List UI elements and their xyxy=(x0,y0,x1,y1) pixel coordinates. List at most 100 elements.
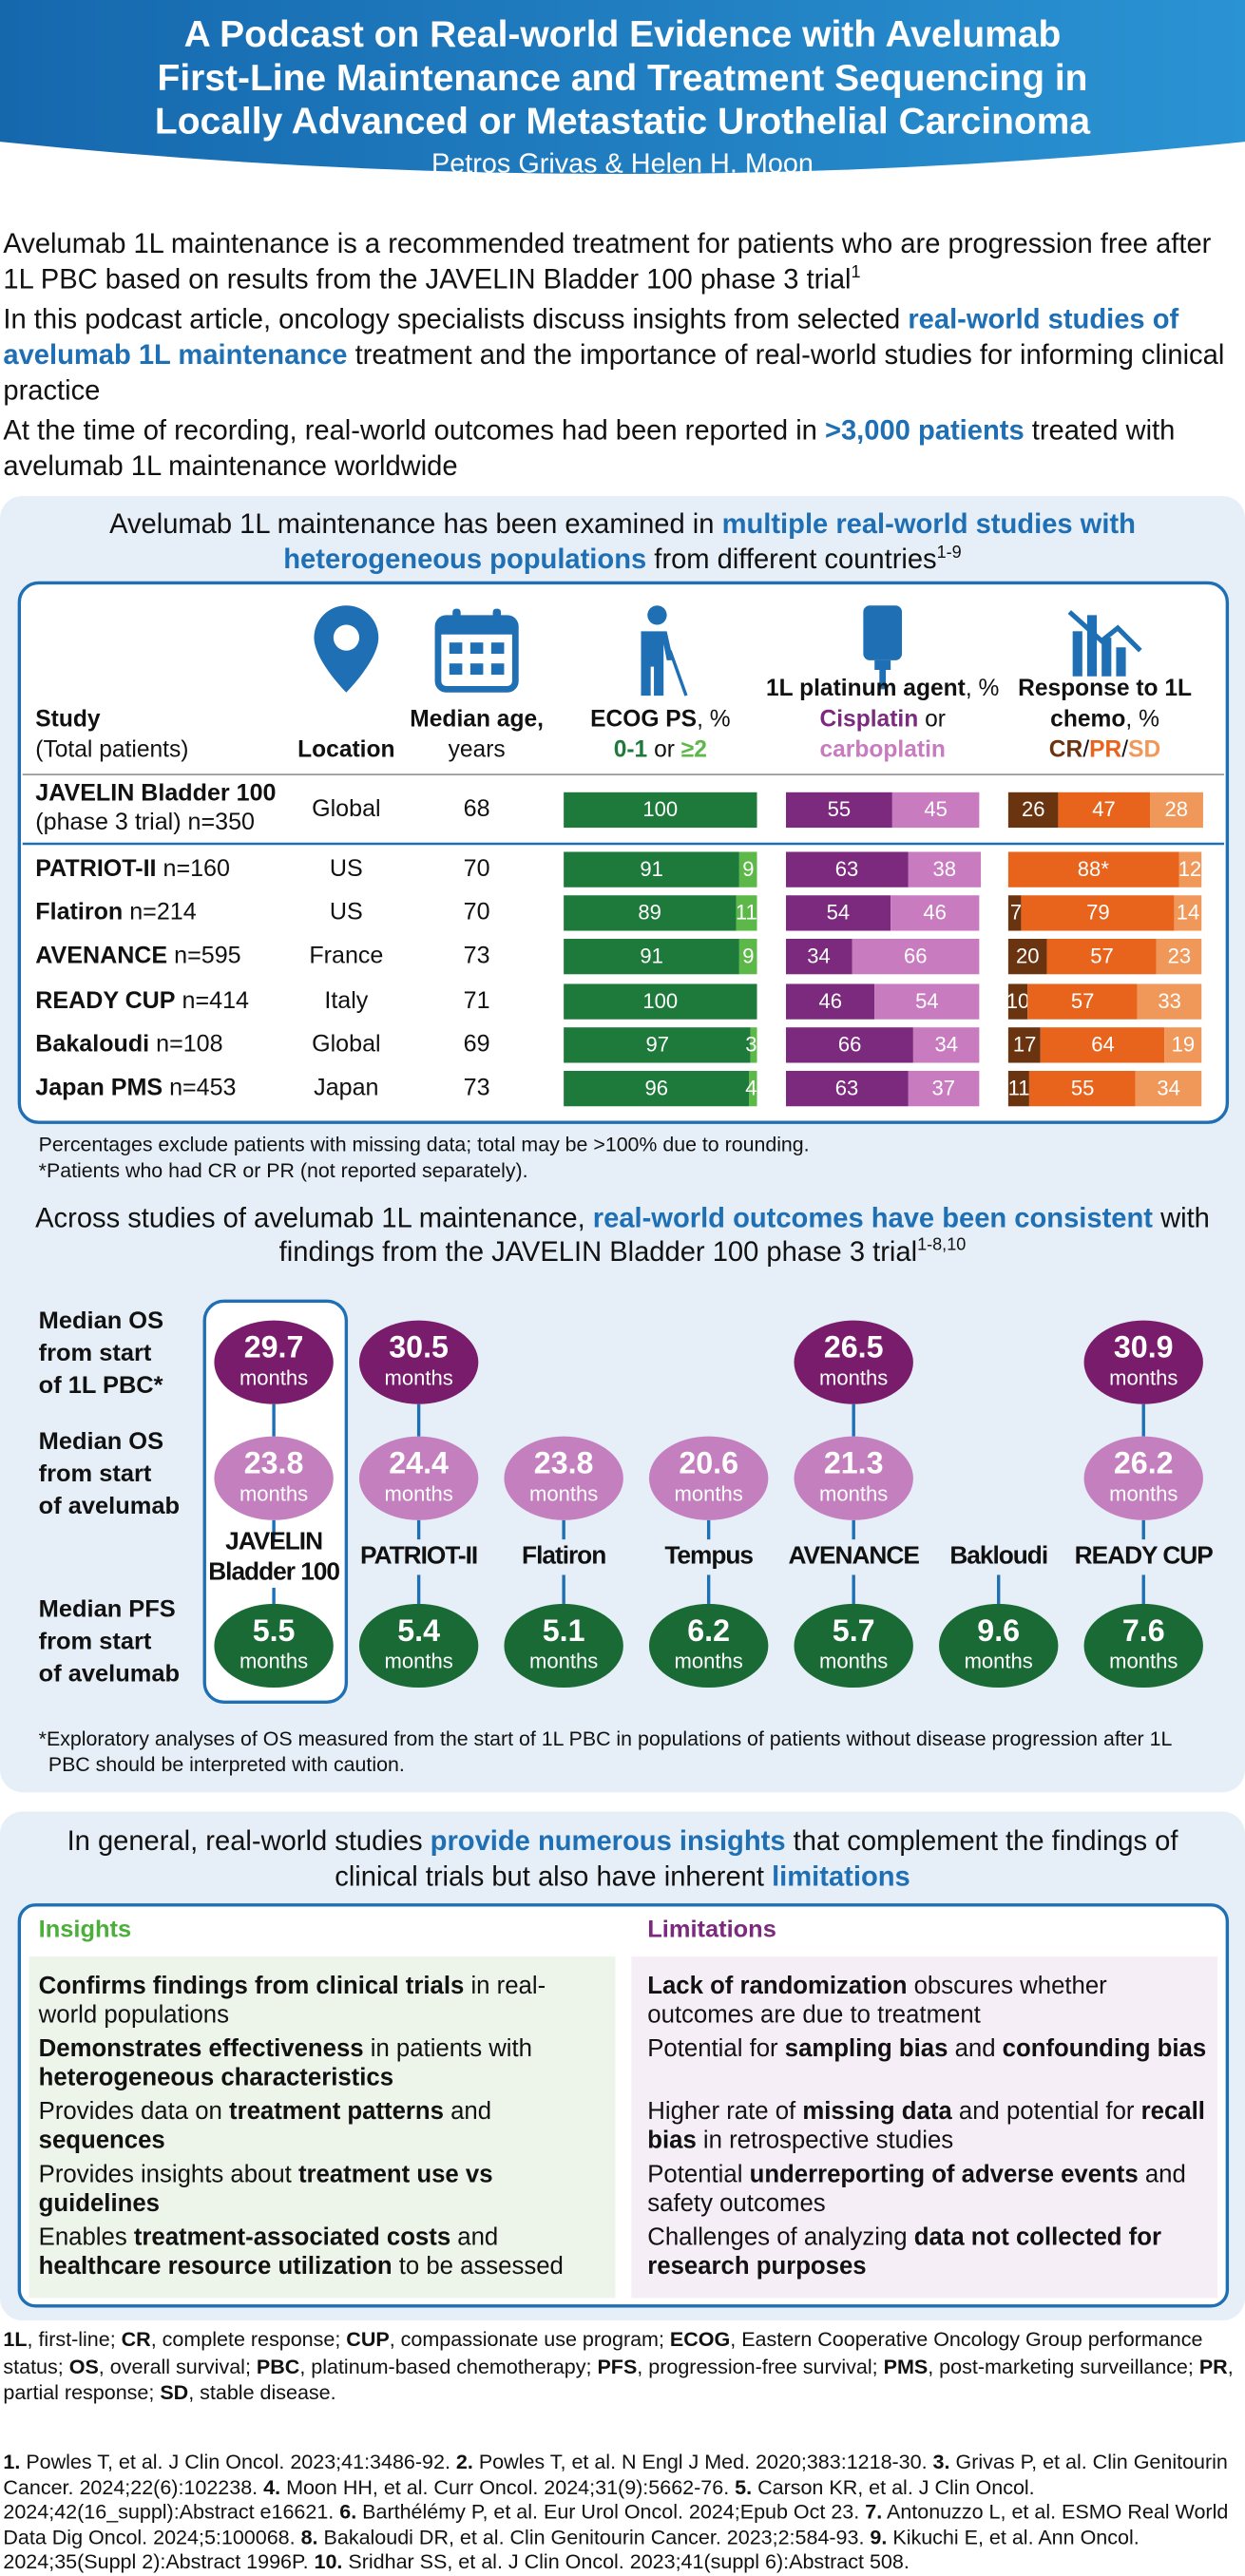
bar-label: 34 xyxy=(807,944,831,969)
footnote: *Exploratory analyses of OS measured fro… xyxy=(38,1727,1172,1777)
bar-segment xyxy=(564,851,740,887)
text-run: , % xyxy=(697,706,731,734)
text-run: PR xyxy=(1198,2355,1228,2378)
text-run: 3. xyxy=(932,2451,950,2474)
outcome-unit: months xyxy=(384,1365,453,1390)
outcome-value: 29.7 xyxy=(243,1331,304,1366)
outcome-unit: months xyxy=(239,1481,309,1506)
row-label: from start xyxy=(38,1628,152,1656)
study-name: Bakaloudi xyxy=(35,1031,150,1059)
study-name: PATRIOT-II xyxy=(360,1542,478,1571)
bar-segment xyxy=(564,1070,750,1107)
bar-segment xyxy=(1174,895,1202,931)
median-age: 73 xyxy=(463,944,490,970)
connector xyxy=(997,1574,1001,1604)
connector xyxy=(272,1403,276,1437)
outcome-value: 21.3 xyxy=(823,1447,884,1482)
connector xyxy=(272,1587,276,1604)
text-run: Lack of randomization xyxy=(647,1973,908,2000)
outcome-unit: months xyxy=(819,1365,889,1390)
outcome-unit: months xyxy=(384,1649,453,1673)
text-run: 5. xyxy=(735,2475,753,2499)
bar-segment xyxy=(1178,851,1202,887)
study-detail: n=414 xyxy=(182,987,249,1014)
outcome-bubble: 9.6 months xyxy=(939,1603,1059,1689)
outcome-bubble: 29.7 months xyxy=(214,1320,334,1404)
bar-label: 64 xyxy=(1091,1031,1115,1057)
connector xyxy=(1141,1519,1145,1540)
list-item: Provides insights about treatment use vs… xyxy=(39,2161,603,2219)
text-run: and potential for xyxy=(951,2098,1141,2127)
section-heading: Avelumab 1L maintenance has been examine… xyxy=(65,506,1180,577)
text-run: , progression-free survival; xyxy=(637,2355,884,2378)
bar-segment xyxy=(1138,983,1202,1020)
text-run: carboplatin xyxy=(819,737,946,764)
list-item: Provides data on treatment patterns and … xyxy=(39,2098,603,2156)
text-run: , % xyxy=(965,676,1000,702)
bar-segment xyxy=(786,792,892,829)
text-run: in patients with xyxy=(363,2035,532,2063)
column-header: 0-1 or ≥2 xyxy=(556,735,765,766)
bar-label: 54 xyxy=(826,900,851,925)
outcome-bubble: 26.2 months xyxy=(1083,1436,1203,1520)
outcome-bubble: 21.3 months xyxy=(794,1436,913,1520)
study-detail: n=160 xyxy=(163,856,230,883)
text-run: Avelumab 1L maintenance is a recommended… xyxy=(3,226,1212,296)
list-item: Challenges of analyzing data not collect… xyxy=(647,2223,1211,2281)
study-name: Bakloudi xyxy=(949,1542,1048,1571)
study-name: JAVELIN Bladder 100 xyxy=(35,780,277,808)
bar-label: 34 xyxy=(934,1031,959,1057)
bar-segment xyxy=(890,895,980,931)
intro-paragraph: Avelumab 1L maintenance is a recommended… xyxy=(3,225,1240,296)
text-run: Bakaloudi DR, et al. Clin Genitourin Can… xyxy=(317,2526,871,2548)
text-run: PR xyxy=(1089,737,1122,764)
text-run: ≥2 xyxy=(680,737,707,764)
outcome-bubble: 20.6 months xyxy=(648,1436,769,1520)
bar-label: 7 xyxy=(1009,900,1023,925)
text-run: Powles T, et al. J Clin Oncol. 2023;41:3… xyxy=(20,2451,456,2474)
connector xyxy=(272,1519,276,1540)
bar-label: 91 xyxy=(640,856,663,882)
bar-segment xyxy=(736,895,757,931)
outcome-value: 7.6 xyxy=(1121,1614,1165,1650)
panel-title: Limitations xyxy=(647,1916,776,1944)
text-run: data not collected for research purposes xyxy=(647,2223,1162,2280)
text-run: Provides insights about xyxy=(38,2161,298,2189)
text-run: Moon HH, et al. Curr Oncol. 2024;31(9):5… xyxy=(280,2475,736,2499)
bar-segment xyxy=(1007,939,1047,975)
bar-label: 46 xyxy=(818,987,843,1013)
text-run: Location xyxy=(297,737,395,764)
outcome-unit: months xyxy=(674,1481,743,1506)
bar-label: 9 xyxy=(742,944,755,969)
text-run: Response to 1L xyxy=(1018,676,1193,702)
bar-label: 9 xyxy=(742,856,755,882)
bar-label: 97 xyxy=(645,1031,670,1057)
text-run: , % xyxy=(1125,706,1159,734)
location: US xyxy=(329,900,363,926)
bar-label: 63 xyxy=(834,856,859,882)
text-run: real-world studies of avelumab 1L mainte… xyxy=(3,302,1179,371)
outcome-bubble: 5.4 months xyxy=(358,1603,479,1689)
bar-label: 89 xyxy=(638,900,661,925)
text-run: CR xyxy=(121,2328,151,2352)
text-run: At the time of recording, real-world out… xyxy=(3,413,825,447)
bar-segment xyxy=(1157,939,1202,975)
icons xyxy=(314,605,1142,696)
text-run: 1. xyxy=(3,2451,21,2474)
text-run: , overall survival; xyxy=(98,2355,257,2378)
bar-label: 79 xyxy=(1086,900,1110,925)
outcome-value: 24.4 xyxy=(389,1447,449,1482)
bar-segment xyxy=(1149,792,1204,829)
outcome-unit: months xyxy=(239,1649,309,1673)
calendar-icon xyxy=(434,608,519,693)
bar-segment xyxy=(564,792,757,829)
median-age: 73 xyxy=(463,1076,490,1102)
connector xyxy=(562,1574,565,1604)
text-run: (Total patients) xyxy=(35,737,189,764)
bar-segment xyxy=(891,792,980,829)
text-run: 1L xyxy=(3,2328,28,2352)
section-heading: In general, real-world studies provide n… xyxy=(32,1822,1213,1894)
bar-label: 47 xyxy=(1092,796,1116,822)
text-run: underreporting of adverse events xyxy=(749,2161,1139,2189)
outcome-unit: months xyxy=(384,1481,453,1506)
